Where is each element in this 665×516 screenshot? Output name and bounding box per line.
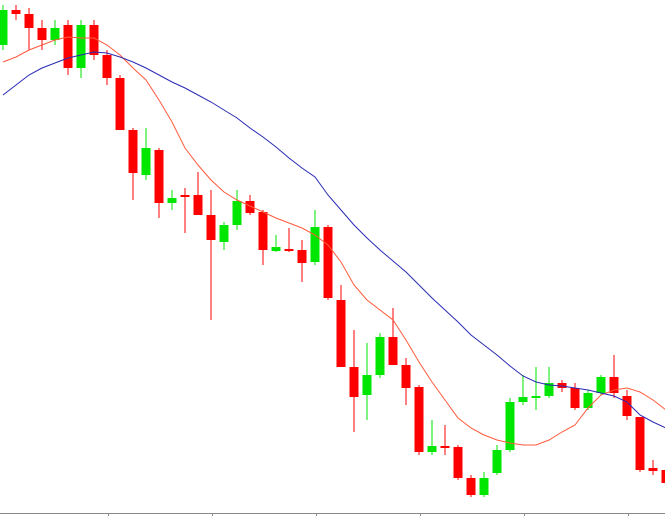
candle-body [505,402,515,450]
candle-body [284,249,294,251]
candle-body [232,201,242,225]
candle-body [622,396,632,416]
candle-body [583,393,593,408]
candle-body [115,78,125,130]
candle-body [11,10,21,14]
candle-body [167,198,177,203]
candle-body [635,417,645,470]
candle-body [89,25,99,55]
candle-body [492,450,502,473]
candle-body [531,396,541,398]
candle-body [336,300,346,367]
candle-body [479,478,489,495]
candle-body [609,377,619,393]
candle-body [50,28,60,40]
candle-body [427,446,437,452]
candle-body [310,227,320,262]
candle-body [245,201,255,213]
candle-body [349,367,359,397]
candle-body [661,470,665,483]
candle-body [141,148,151,175]
candle-body [24,14,34,28]
candle-body [453,447,463,478]
candle-body [258,212,268,250]
candle-body [401,365,411,388]
candle-body [440,446,450,448]
candle-body [388,337,398,365]
candle-body [362,375,372,395]
candle-body [414,387,424,452]
candle-body [596,377,606,393]
candle-body [76,25,86,68]
candle-body [466,478,476,495]
candle-body [37,28,47,40]
candle-body [219,225,229,242]
candle-body [154,150,164,203]
candle-body [102,55,112,78]
candle-body [648,468,658,471]
candle-body [128,130,138,173]
candle-body [180,195,190,197]
candle-body [323,227,333,298]
candle-body [206,215,216,240]
moving-average-line [2,36,665,446]
candle-body [375,337,385,375]
candle-body [544,383,554,396]
candle-body [193,195,203,215]
candle-body [0,10,8,45]
candle-body [518,397,528,402]
candle-body [297,250,307,263]
candle-body [63,25,73,68]
moving-average-line [2,51,665,429]
candle-body [271,247,281,251]
candle-body [570,388,580,408]
